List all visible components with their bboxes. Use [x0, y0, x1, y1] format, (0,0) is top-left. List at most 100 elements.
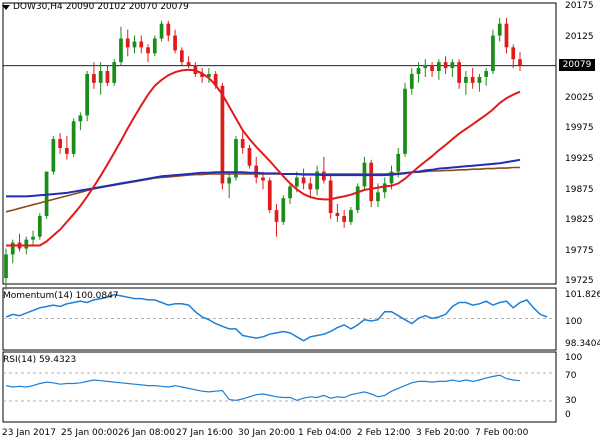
candle-body [179, 50, 184, 63]
candle-body [518, 59, 522, 66]
candle-body [423, 65, 428, 69]
rsi-tick-label: 0 [565, 410, 571, 420]
candle-body [511, 47, 516, 60]
candle-body [220, 85, 225, 184]
main-panel-frame [2, 2, 557, 285]
candle-body [31, 236, 35, 240]
candle-body [294, 177, 299, 187]
candle-body [281, 198, 286, 222]
candle-body [457, 62, 461, 83]
candle-body [315, 171, 319, 190]
rsi-tick-label: 70 [565, 371, 577, 381]
candle-body [504, 23, 509, 48]
candle-body [132, 41, 137, 48]
momentum-panel-frame [2, 287, 557, 351]
candle-body [247, 147, 252, 166]
candle-body [112, 62, 117, 83]
y-tick-label: 19975 [565, 123, 594, 133]
candle-body [328, 180, 333, 214]
y-tick-label: 19825 [565, 215, 594, 225]
candle-body [200, 73, 204, 77]
candle-body [450, 62, 455, 69]
y-tick-label: 20025 [565, 93, 594, 103]
x-tick-label: 1 Feb 04:00 [298, 428, 352, 438]
candle-body [207, 73, 211, 77]
candle-body [301, 177, 306, 184]
candle-body [240, 139, 245, 148]
candle-body [389, 171, 394, 184]
momentum-tick-label: 100 [565, 317, 583, 327]
candle-body [51, 139, 56, 172]
momentum-tick-label: 101.8262 [565, 290, 600, 300]
y-tick-label: 19875 [565, 185, 594, 195]
candle-body [409, 73, 414, 89]
candle-body [443, 62, 448, 69]
y-tick-label: 19775 [565, 246, 594, 256]
rsi-layer [3, 372, 556, 402]
x-tick-label: 23 Jan 2017 [2, 428, 56, 438]
momentum-label: Momentum(14) 100.0847 [3, 291, 119, 301]
candle-body [65, 147, 69, 154]
candle-body [152, 38, 157, 54]
candle-body [288, 186, 292, 199]
symbol-label: DOW30,H4 [13, 2, 63, 12]
candle-body [146, 47, 150, 54]
candle-body [335, 213, 340, 216]
candle-body [267, 180, 272, 211]
rsi-tick-label: 30 [565, 396, 577, 406]
rsi-label: RSI(14) 59.4323 [3, 355, 77, 365]
candle-body [349, 210, 353, 222]
candle-body [24, 239, 29, 249]
candle-body [234, 139, 238, 178]
candle-body [491, 35, 495, 72]
y-tick-label: 20175 [565, 1, 594, 11]
candle-body [470, 76, 475, 83]
rsi-line [5, 374, 521, 401]
candle-body [342, 215, 347, 222]
collapse-triangle-icon[interactable] [2, 4, 10, 10]
candle-body [166, 23, 171, 36]
candle-body [98, 71, 103, 83]
candle-body [78, 115, 83, 122]
price-layer [3, 17, 556, 290]
x-tick-label: 25 Jan 00:00 [61, 428, 118, 438]
candle-body [125, 38, 130, 48]
candle-body [261, 177, 265, 181]
candle-body [497, 23, 502, 36]
candle-body [58, 139, 62, 148]
current-price-tag: 20079 [559, 59, 595, 71]
x-tick-label: 30 Jan 20:00 [238, 428, 295, 438]
rsi-tick-label: 100 [565, 353, 583, 363]
candle-body [254, 165, 259, 178]
x-tick-label: 7 Feb 00:00 [475, 428, 529, 438]
candle-body [10, 242, 15, 255]
y-tick-label: 20125 [565, 32, 594, 42]
candle-body [369, 162, 374, 202]
candle-body [227, 177, 232, 184]
x-tick-label: 2 Feb 12:00 [357, 428, 411, 438]
candle-body [436, 62, 441, 72]
chart-title: DOW30,H4 20090 20102 20070 20079 [2, 2, 189, 12]
candle-body [92, 73, 96, 83]
candle-body [173, 35, 177, 51]
momentum-tick-label: 98.3404 [565, 339, 600, 349]
x-tick-label: 27 Jan 16:00 [176, 428, 233, 438]
candle-body [416, 68, 421, 74]
ohlc-readout: 20090 20102 20070 20079 [65, 2, 189, 12]
x-tick-label: 3 Feb 20:00 [416, 428, 470, 438]
candle-body [274, 210, 279, 222]
sma20-line [6, 68, 521, 247]
candle-body [376, 192, 380, 202]
candle-body [355, 186, 360, 211]
candle-body [71, 121, 76, 154]
candle-body [139, 41, 144, 48]
candle-body [396, 153, 401, 172]
candle-body [308, 183, 313, 190]
y-tick-label: 19725 [565, 276, 594, 286]
candle-body [37, 215, 42, 237]
candle-body [159, 23, 164, 39]
candle-body [85, 73, 90, 116]
momentum-layer [3, 293, 556, 342]
